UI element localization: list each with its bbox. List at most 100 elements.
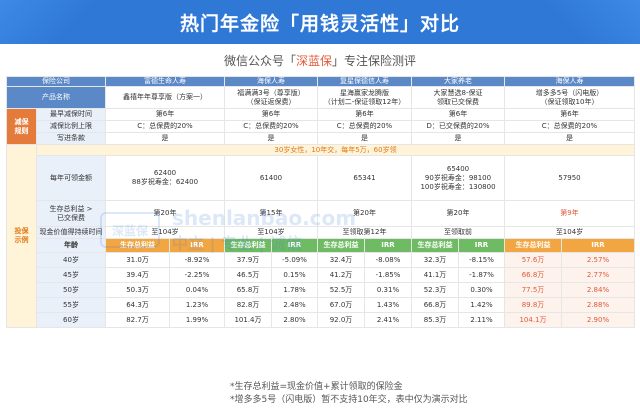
cell: 61400 (224, 155, 318, 201)
age-cell: 60岁 (36, 312, 106, 328)
section-label-reduce: 减保 规则 (6, 108, 37, 145)
row-label: 现金价值得持续时间 (36, 226, 106, 239)
column-label-benefit: 生存总利益 (105, 238, 170, 253)
cell: 66.8万 (504, 267, 562, 283)
subtitle-suffix: 」专注保险测评 (332, 54, 417, 68)
cell: 92.0万 (317, 312, 365, 328)
cell: 67.0万 (317, 297, 365, 313)
cell: 第15年 (224, 200, 318, 227)
comparison-table: 保险公司 富德生命人寿 海保人寿 复星保德信人寿 大家养老 海保人寿 产品名称 … (6, 76, 635, 328)
column-label-benefit: 生存总利益 (224, 238, 272, 253)
section-label-investment: 投保 示例 (6, 144, 37, 328)
cell: -1.87% (458, 267, 505, 283)
cell: 1.43% (364, 297, 412, 313)
cell: -8.08% (364, 252, 412, 268)
cell: 2.80% (271, 312, 318, 328)
cell: 至领取前 (411, 226, 505, 239)
subtitle-prefix: 微信公众号「 (223, 54, 296, 68)
cell: 至领取第12年 (317, 226, 412, 239)
cell: 1.78% (271, 282, 318, 298)
reduce-row: 减保 规则 最早减保时间 第6年 第6年 第6年 第6年 第6年 (6, 108, 635, 145)
cell: 至104岁 (224, 226, 318, 239)
cell: 31.0万 (105, 252, 170, 268)
row-label: 生存总利益 > 已交保费 (36, 200, 106, 227)
cell: 0.31% (364, 282, 412, 298)
age-cell: 55岁 (36, 297, 106, 313)
company-name: 大家养老 (411, 76, 505, 87)
cell: 第6年 (317, 108, 412, 121)
table-row: 40岁 31.0万 -8.92% 37.9万 -5.09% 32.4万 -8.0… (7, 252, 635, 268)
product-name: 鑫禧年年尊享版（方案一） (105, 86, 225, 109)
cell: 1.23% (169, 297, 225, 313)
cell: 2.41% (364, 312, 412, 328)
cell: -2.25% (169, 267, 225, 283)
cell: 32.4万 (317, 252, 365, 268)
age-cell: 50岁 (36, 282, 106, 298)
cell: 第6年 (105, 108, 225, 121)
cell: 41.1万 (411, 267, 459, 283)
cell: 89.8万 (504, 297, 562, 313)
cell: 1.42% (458, 297, 505, 313)
banner-decoration-right (520, 0, 640, 44)
company-name: 海保人寿 (224, 76, 318, 87)
column-label-benefit: 生存总利益 (317, 238, 365, 253)
cell: 第9年 (504, 200, 635, 227)
cell: 65400 90岁祝寿金：98100 100岁祝寿金：130800 (411, 155, 505, 201)
cell: 64.3万 (105, 297, 170, 313)
cell: 第6年 (224, 108, 318, 121)
company-label: 保险公司 (6, 76, 106, 87)
table-row: 60岁 82.7万 1.99% 101.4万 2.80% 92.0万 2.41%… (7, 312, 635, 328)
cell: 41.2万 (317, 267, 365, 283)
table-row: 50岁 50.3万 0.04% 65.8万 1.78% 52.5万 0.31% … (7, 282, 635, 298)
cell: 第20年 (411, 200, 505, 227)
column-label-irr: IRR (364, 238, 412, 253)
column-label-benefit: 生存总利益 (504, 238, 562, 253)
reduce-row: 减保比例上限 C：总保费的20% C：总保费的20% C：总保费的20% D：已… (7, 120, 635, 133)
footnote: *增多多5号（闪电版）暂不支持10年交，表中仅为演示对比 (230, 395, 468, 405)
table-row: 55岁 64.3万 1.23% 82.8万 2.48% 67.0万 1.43% … (7, 297, 635, 313)
cell: 52.5万 (317, 282, 365, 298)
cell: 是 (224, 132, 318, 145)
cell: 77.5万 (504, 282, 562, 298)
cell: 2.88% (561, 297, 635, 313)
company-name: 海保人寿 (504, 76, 635, 87)
column-label-benefit: 生存总利益 (411, 238, 459, 253)
cell: 65.8万 (224, 282, 272, 298)
cell: 2.77% (561, 267, 635, 283)
subtitle: 微信公众号「深蓝保」专注保险测评 (0, 52, 640, 69)
cell: 85.3万 (411, 312, 459, 328)
cell: 0.15% (271, 267, 318, 283)
column-label-irr: IRR (271, 238, 318, 253)
product-name: 星海赢家龙腾版 （计划二-保证领取12年） (317, 86, 412, 109)
cell: 是 (411, 132, 505, 145)
cell: D：已交保费的20% (411, 120, 505, 133)
cell: -5.09% (271, 252, 318, 268)
cell: 37.9万 (224, 252, 272, 268)
cell: 至104岁 (105, 226, 225, 239)
cell: 39.4万 (105, 267, 170, 283)
footnotes: *生存总利益=现金价值+累计领取的保险金 *增多多5号（闪电版）暂不支持10年交… (230, 381, 468, 407)
cell: 2.11% (458, 312, 505, 328)
cell: 101.4万 (224, 312, 272, 328)
cell: 2.57% (561, 252, 635, 268)
cell: 1.99% (169, 312, 225, 328)
company-name: 复星保德信人寿 (317, 76, 412, 87)
age-cell: 45岁 (36, 267, 106, 283)
cell: 第20年 (105, 200, 225, 227)
row-label: 写进条款 (36, 132, 106, 145)
title-banner: 热门年金险「用钱灵活性」对比 (0, 0, 640, 44)
cell: 2.84% (561, 282, 635, 298)
age-cell: 40岁 (36, 252, 106, 268)
footnote: *生存总利益=现金价值+累计领取的保险金 (230, 382, 403, 392)
cell: C：总保费的20% (224, 120, 318, 133)
scenario-band: 30岁女性，10年交，每年5万，60岁领 (36, 144, 635, 156)
irr-header-row: 年龄 生存总利益 IRR 生存总利益 IRR 生存总利益 IRR 生存总利益 I… (7, 238, 635, 253)
reduce-row: 写进条款 是 是 是 是 是 (7, 132, 635, 145)
cell: C：总保费的20% (504, 120, 635, 133)
cell: 32.3万 (411, 252, 459, 268)
company-name: 富德生命人寿 (105, 76, 225, 87)
cell: 0.04% (169, 282, 225, 298)
cell: 46.5万 (224, 267, 272, 283)
cell: -1.85% (364, 267, 412, 283)
cell: 50.3万 (105, 282, 170, 298)
